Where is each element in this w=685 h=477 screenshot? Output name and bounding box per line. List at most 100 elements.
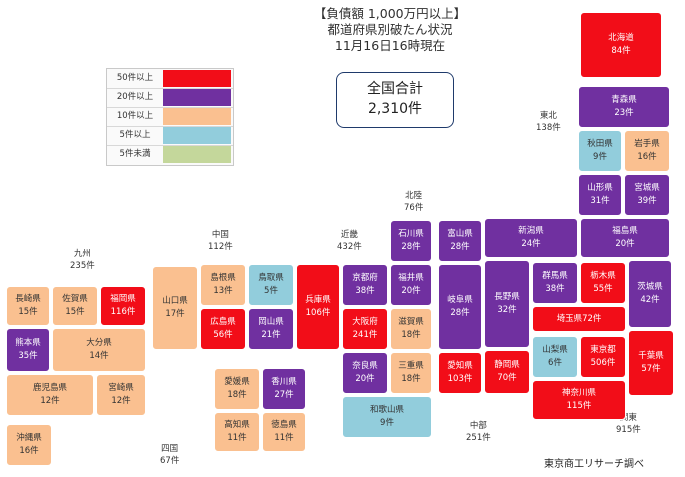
pref-niigata[interactable]: 新潟県 24件	[484, 218, 578, 258]
pref-count: 84件	[611, 46, 631, 56]
pref-kagawa[interactable]: 香川県 27件	[262, 368, 306, 410]
pref-name: 佐賀県	[62, 294, 88, 304]
pref-name: 香川県	[271, 377, 297, 387]
region-name: 四国	[161, 444, 179, 454]
region-kinki: 近畿 432件	[337, 229, 362, 253]
pref-fukui[interactable]: 福井県 20件	[390, 264, 432, 306]
pref-count: 20件	[615, 239, 635, 249]
pref-shimane[interactable]: 島根県 13件	[200, 264, 246, 306]
region-count: 138件	[536, 123, 561, 133]
pref-name: 秋田県	[587, 139, 613, 149]
pref-name: 福岡県	[110, 294, 136, 304]
pref-hiroshima[interactable]: 広島県 56件	[200, 308, 246, 350]
legend-swatch-red	[163, 70, 231, 87]
pref-count: 6件	[548, 358, 562, 368]
pref-name: 長野県	[494, 292, 520, 302]
pref-count: 27件	[274, 390, 294, 400]
pref-hyogo[interactable]: 兵庫県 106件	[296, 264, 340, 350]
pref-name: 茨城県	[637, 282, 663, 292]
pref-count: 18件	[401, 330, 421, 340]
pref-miyazaki[interactable]: 宮崎県 12件	[96, 374, 146, 416]
pref-name: 長崎県	[15, 294, 41, 304]
pref-name: 三重県	[398, 361, 424, 371]
pref-nara[interactable]: 奈良県 20件	[342, 352, 388, 394]
pref-fukushima[interactable]: 福島県 20件	[580, 218, 670, 258]
legend-label: 5件未満	[119, 149, 151, 159]
pref-oita[interactable]: 大分県 14件	[52, 328, 146, 372]
pref-kochi[interactable]: 高知県 11件	[214, 412, 260, 452]
pref-kumamoto[interactable]: 熊本県 35件	[6, 328, 50, 372]
pref-count: 18件	[227, 390, 247, 400]
pref-name: 奈良県	[352, 361, 378, 371]
pref-chiba[interactable]: 千葉県 57件	[628, 330, 674, 396]
pref-count: 70件	[497, 373, 517, 383]
pref-toyama[interactable]: 富山県 28件	[438, 220, 482, 262]
legend-swatch-orange	[163, 108, 231, 125]
pref-shiga[interactable]: 滋賀県 18件	[390, 308, 432, 350]
pref-aomori[interactable]: 青森県 23件	[578, 86, 670, 128]
pref-yamagata[interactable]: 山形県 31件	[578, 174, 622, 216]
map-title: 【負債額 1,000万円以上】 都道府県別破たん状況 11月16日16時現在	[260, 6, 520, 54]
region-tohoku: 東北 138件	[536, 110, 561, 134]
pref-ehime[interactable]: 愛媛県 18件	[214, 368, 260, 410]
pref-okinawa[interactable]: 沖縄県 16件	[6, 424, 52, 466]
pref-okayama[interactable]: 岡山県 21件	[248, 308, 294, 350]
pref-kagoshima[interactable]: 鹿児島県 12件	[6, 374, 94, 416]
pref-name: 新潟県	[518, 226, 544, 236]
pref-nagasaki[interactable]: 長崎県 15件	[6, 286, 50, 326]
pref-akita[interactable]: 秋田県 9件	[578, 130, 622, 172]
pref-fukuoka[interactable]: 福岡県 116件	[100, 286, 146, 326]
pref-count: 103件	[447, 374, 473, 384]
pref-name: 徳島県	[271, 420, 297, 430]
pref-name: 愛媛県	[224, 377, 250, 387]
pref-count: 18件	[401, 374, 421, 384]
pref-yamaguchi[interactable]: 山口県 17件	[152, 266, 198, 350]
pref-gifu[interactable]: 岐阜県 28件	[438, 264, 482, 350]
pref-name: 神奈川県	[561, 388, 596, 398]
pref-shizuoka[interactable]: 静岡県 70件	[484, 350, 530, 394]
pref-count: 23件	[614, 108, 634, 118]
pref-yamanashi[interactable]: 山梨県 6件	[532, 336, 578, 378]
pref-count: 20件	[355, 374, 375, 384]
legend-label: 5件以上	[119, 130, 151, 140]
pref-name: 和歌山県	[369, 405, 404, 415]
pref-mie[interactable]: 三重県 18件	[390, 352, 432, 394]
region-count: 251件	[466, 433, 491, 443]
region-count: 67件	[160, 456, 180, 466]
pref-name: 福島県	[612, 226, 638, 236]
pref-saitama[interactable]: 埼玉県 72件	[532, 306, 626, 332]
pref-gunma[interactable]: 群馬県 38件	[532, 262, 578, 304]
pref-nagano[interactable]: 長野県 32件	[484, 260, 530, 348]
pref-count: 11件	[227, 433, 247, 443]
pref-iwate[interactable]: 岩手県 16件	[624, 130, 670, 172]
pref-ibaraki[interactable]: 茨城県 42件	[628, 260, 672, 328]
pref-count: 506件	[590, 358, 616, 368]
pref-count: 39件	[637, 196, 657, 206]
pref-tokyo[interactable]: 東京都 506件	[580, 336, 626, 378]
pref-osaka[interactable]: 大阪府 241件	[342, 308, 388, 350]
pref-tochigi[interactable]: 栃木県 55件	[580, 262, 626, 304]
pref-hokkaido[interactable]: 北海道 84件	[580, 12, 662, 78]
pref-saga[interactable]: 佐賀県 15件	[52, 286, 98, 326]
pref-count: 12件	[111, 396, 131, 406]
region-count: 432件	[337, 242, 362, 252]
pref-wakayama[interactable]: 和歌山県 9件	[342, 396, 432, 438]
pref-name: 青森県	[611, 95, 637, 105]
pref-kyoto[interactable]: 京都府 38件	[342, 264, 388, 306]
pref-name: 愛知県	[447, 361, 473, 371]
pref-tokushima[interactable]: 徳島県 11件	[262, 412, 306, 452]
national-total-box: 全国合計 2,310件	[336, 72, 454, 128]
pref-name: 島根県	[210, 273, 236, 283]
pref-aichi[interactable]: 愛知県 103件	[438, 352, 482, 394]
region-name: 東北	[539, 111, 557, 121]
pref-name: 静岡県	[494, 360, 520, 370]
pref-name: 大分県	[86, 338, 112, 348]
region-name: 中部	[469, 421, 487, 431]
pref-tottori[interactable]: 鳥取県 5件	[248, 264, 294, 306]
region-name: 北陸	[405, 191, 423, 201]
pref-count: 9件	[593, 152, 607, 162]
pref-miyagi[interactable]: 宮城県 39件	[624, 174, 670, 216]
pref-kanagawa[interactable]: 神奈川県 115件	[532, 380, 626, 420]
pref-name: 栃木県	[590, 271, 616, 281]
pref-ishikawa[interactable]: 石川県 28件	[390, 220, 432, 262]
